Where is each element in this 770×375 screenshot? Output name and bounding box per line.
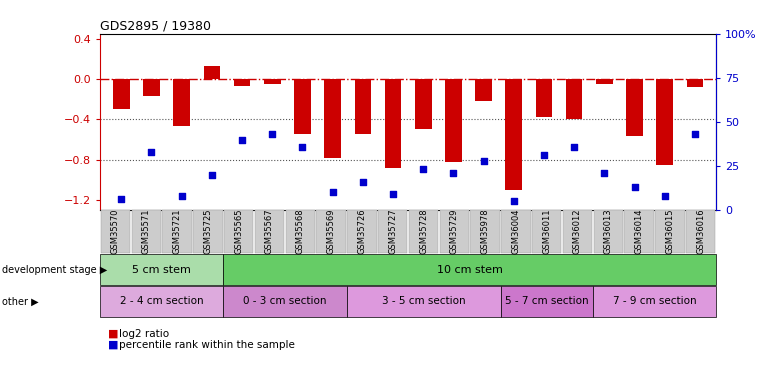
Text: GSM35727: GSM35727 bbox=[388, 209, 397, 254]
Text: GSM36012: GSM36012 bbox=[573, 209, 582, 254]
Bar bbox=[505, 79, 522, 190]
Text: GSM35978: GSM35978 bbox=[480, 209, 490, 254]
Text: GSM35570: GSM35570 bbox=[111, 209, 120, 254]
Point bbox=[628, 184, 641, 190]
Point bbox=[507, 198, 520, 204]
Text: GSM36015: GSM36015 bbox=[665, 209, 675, 254]
Point bbox=[598, 170, 611, 176]
Text: percentile rank within the sample: percentile rank within the sample bbox=[119, 340, 295, 350]
Point bbox=[447, 170, 460, 176]
Text: GSM35571: GSM35571 bbox=[142, 209, 151, 254]
Bar bbox=[354, 79, 371, 135]
Point bbox=[115, 196, 127, 202]
Point bbox=[568, 144, 581, 150]
Bar bbox=[415, 79, 431, 129]
Bar bbox=[385, 79, 401, 168]
Point bbox=[689, 131, 701, 137]
Bar bbox=[566, 79, 582, 119]
Text: GSM35725: GSM35725 bbox=[203, 209, 213, 254]
Text: GSM35728: GSM35728 bbox=[419, 209, 428, 254]
Point bbox=[658, 193, 671, 199]
Text: GSM36004: GSM36004 bbox=[511, 209, 521, 254]
Bar bbox=[475, 79, 492, 101]
Text: 10 cm stem: 10 cm stem bbox=[437, 265, 503, 274]
Text: 0 - 3 cm section: 0 - 3 cm section bbox=[243, 297, 326, 306]
Point bbox=[387, 191, 399, 197]
Bar bbox=[264, 79, 280, 84]
Text: GSM35567: GSM35567 bbox=[265, 209, 274, 254]
Point bbox=[176, 193, 188, 199]
Bar bbox=[113, 79, 129, 109]
Point bbox=[146, 149, 158, 155]
Text: GDS2895 / 19380: GDS2895 / 19380 bbox=[100, 20, 211, 33]
Text: 5 cm stem: 5 cm stem bbox=[132, 265, 191, 274]
Text: ■: ■ bbox=[108, 340, 119, 350]
Bar bbox=[143, 79, 159, 96]
Text: 7 - 9 cm section: 7 - 9 cm section bbox=[613, 297, 696, 306]
Bar bbox=[234, 79, 250, 86]
Text: other ▶: other ▶ bbox=[2, 297, 38, 306]
Point bbox=[296, 144, 309, 150]
Bar bbox=[626, 79, 643, 136]
Point bbox=[357, 179, 369, 185]
Text: GSM36014: GSM36014 bbox=[634, 209, 644, 254]
Text: ■: ■ bbox=[108, 329, 119, 339]
Point bbox=[477, 158, 490, 164]
Point bbox=[326, 189, 339, 195]
Text: GSM36013: GSM36013 bbox=[604, 209, 613, 254]
Text: development stage ▶: development stage ▶ bbox=[2, 265, 107, 274]
Text: GSM35726: GSM35726 bbox=[357, 209, 367, 254]
Text: GSM35568: GSM35568 bbox=[296, 209, 305, 254]
Text: GSM36011: GSM36011 bbox=[542, 209, 551, 254]
Point bbox=[236, 136, 248, 142]
Text: GSM36016: GSM36016 bbox=[696, 209, 705, 254]
Bar bbox=[596, 79, 613, 84]
Bar bbox=[294, 79, 311, 135]
Text: 3 - 5 cm section: 3 - 5 cm section bbox=[382, 297, 465, 306]
Bar bbox=[173, 79, 190, 126]
Bar bbox=[687, 79, 703, 87]
Text: log2 ratio: log2 ratio bbox=[119, 329, 169, 339]
Point bbox=[266, 131, 279, 137]
Text: 5 - 7 cm section: 5 - 7 cm section bbox=[505, 297, 588, 306]
Bar bbox=[324, 79, 341, 158]
Text: GSM35565: GSM35565 bbox=[234, 209, 243, 254]
Bar bbox=[536, 79, 552, 117]
Point bbox=[537, 152, 550, 158]
Bar bbox=[657, 79, 673, 165]
Point bbox=[417, 166, 430, 172]
Bar bbox=[203, 66, 220, 79]
Point bbox=[206, 172, 218, 178]
Text: GSM35729: GSM35729 bbox=[450, 209, 459, 254]
Bar bbox=[445, 79, 462, 162]
Text: GSM35721: GSM35721 bbox=[172, 209, 182, 254]
Text: 2 - 4 cm section: 2 - 4 cm section bbox=[120, 297, 203, 306]
Text: GSM35569: GSM35569 bbox=[326, 209, 336, 254]
